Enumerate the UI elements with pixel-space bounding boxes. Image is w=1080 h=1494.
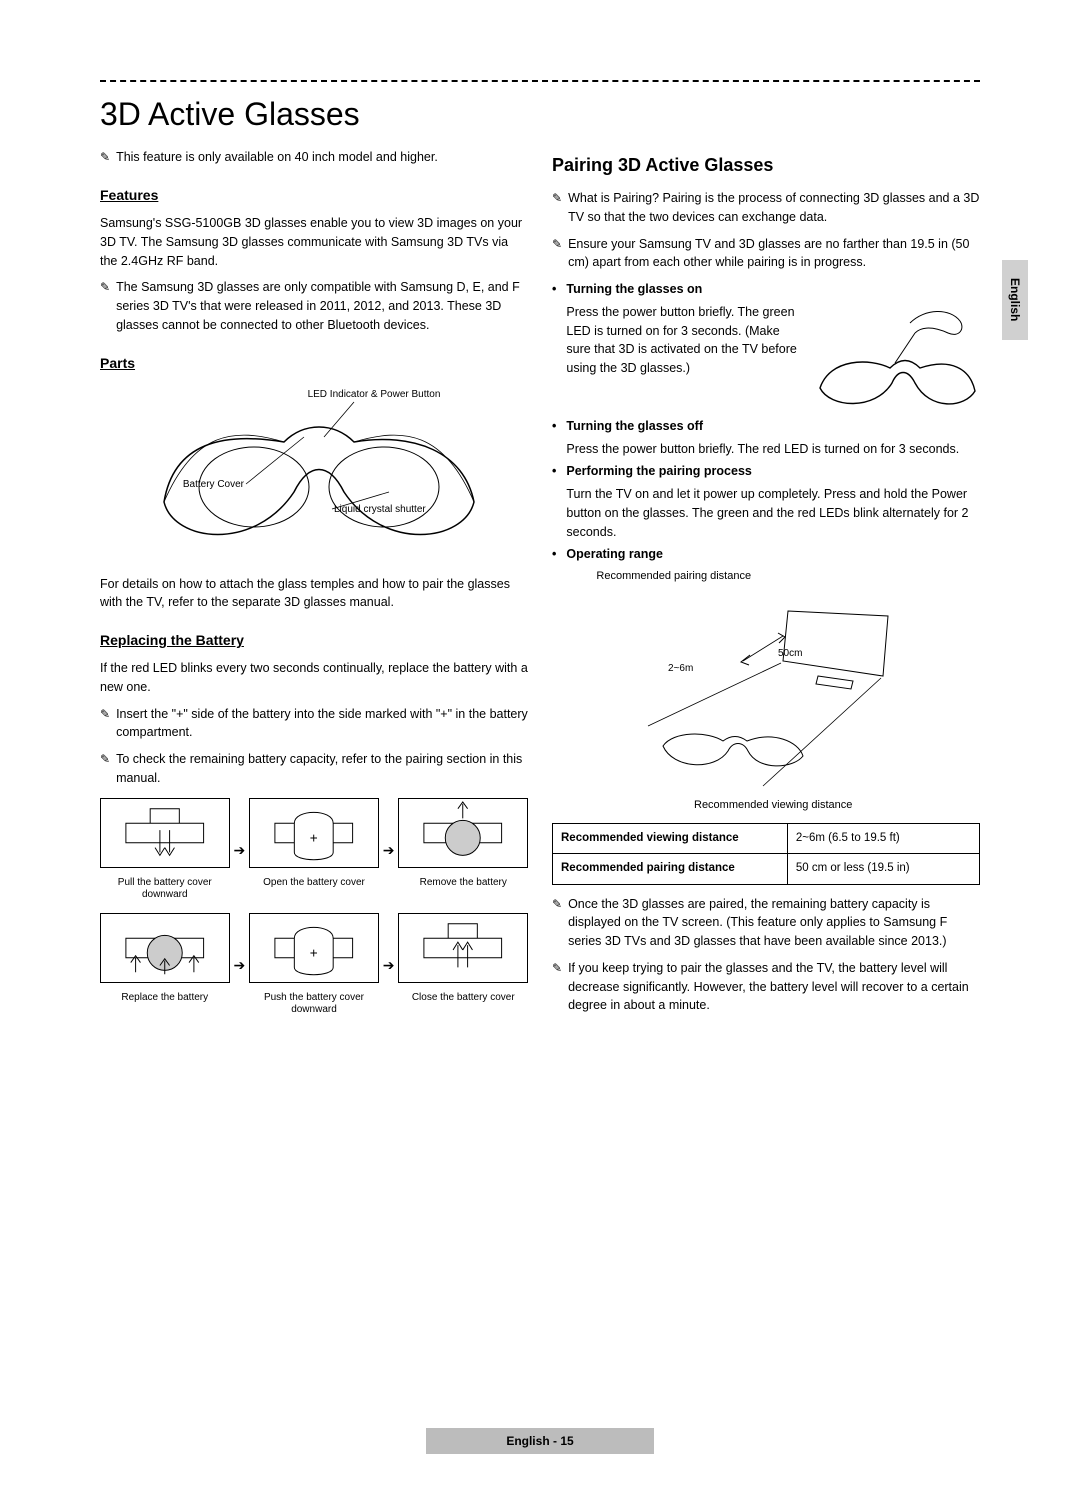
bullet-icon: • xyxy=(552,462,556,541)
two-column-layout: ✎ This feature is only available on 40 i… xyxy=(100,148,980,1023)
bullet-icon: • xyxy=(552,545,556,813)
battery-caption: Close the battery cover xyxy=(398,992,528,1018)
bullet-title: Turning the glasses on xyxy=(566,280,980,299)
svg-text:Liquid crystal shutter: Liquid crystal shutter xyxy=(334,504,426,515)
note-text: Once the 3D glasses are paired, the rema… xyxy=(568,895,980,951)
table-cell: Recommended pairing distance xyxy=(553,854,788,884)
operating-range-diagram: 50cm 2~6m xyxy=(623,591,923,791)
battery-caption: Pull the battery cover downward xyxy=(100,877,230,903)
svg-text:Battery Cover: Battery Cover xyxy=(183,479,245,490)
battery-step: Remove the battery xyxy=(398,798,528,903)
pairing-heading: Pairing 3D Active Glasses xyxy=(552,152,980,179)
parts-heading: Parts xyxy=(100,353,528,374)
parts-diagram: LED Indicator & Power Button Battery Cov… xyxy=(100,382,528,562)
battery-body: If the red LED blinks every two seconds … xyxy=(100,659,528,697)
footer-label: English - 15 xyxy=(426,1428,653,1454)
svg-text:+: + xyxy=(310,830,318,845)
table-cell: 50 cm or less (19.5 in) xyxy=(787,854,979,884)
note-icon: ✎ xyxy=(552,959,562,978)
note-icon: ✎ xyxy=(100,705,110,724)
note-icon: ✎ xyxy=(552,189,562,208)
svg-text:+: + xyxy=(310,945,318,960)
svg-text:LED Indicator & Power Button: LED Indicator & Power Button xyxy=(308,389,441,400)
battery-caption: Replace the battery xyxy=(100,992,230,1018)
parts-footnote: For details on how to attach the glass t… xyxy=(100,575,528,613)
distance-table: Recommended viewing distance 2~6m (6.5 t… xyxy=(552,823,980,885)
note-icon: ✎ xyxy=(100,750,110,769)
battery-caption: Remove the battery xyxy=(398,877,528,903)
battery-caption: Open the battery cover xyxy=(249,877,379,903)
battery-step-svg xyxy=(100,798,230,868)
bullet-title: Performing the pairing process xyxy=(566,462,980,481)
note-icon: ✎ xyxy=(100,148,110,167)
page-footer: English - 15 xyxy=(0,1428,1080,1454)
bullet-icon: • xyxy=(552,417,556,459)
glasses-hand-diagram xyxy=(810,303,980,413)
battery-step: Pull the battery cover downward xyxy=(100,798,230,903)
section-turn-on: • Turning the glasses on Press the power… xyxy=(552,280,980,413)
table-row: Recommended pairing distance 50 cm or le… xyxy=(553,854,980,884)
battery-steps-row-1: Pull the battery cover downward ➔ + Open… xyxy=(100,798,528,903)
battery-step-svg xyxy=(398,913,528,983)
range-caption-bottom: Recommended viewing distance xyxy=(566,797,980,814)
right-column: Pairing 3D Active Glasses ✎ What is Pair… xyxy=(552,148,980,1023)
range-caption-top: Recommended pairing distance xyxy=(596,568,980,585)
note-text: Ensure your Samsung TV and 3D glasses ar… xyxy=(568,235,980,273)
note-battery-polarity: ✎ Insert the "+" side of the battery int… xyxy=(100,705,528,743)
left-column: ✎ This feature is only available on 40 i… xyxy=(100,148,528,1023)
section-turn-off: • Turning the glasses off Press the powe… xyxy=(552,417,980,459)
page-title: 3D Active Glasses xyxy=(100,90,980,138)
note-battery-capacity: ✎ To check the remaining battery capacit… xyxy=(100,750,528,788)
note-text: If you keep trying to pair the glasses a… xyxy=(568,959,980,1015)
battery-caption: Push the battery cover downward xyxy=(249,992,379,1018)
note-icon: ✎ xyxy=(100,278,110,297)
note-icon: ✎ xyxy=(552,895,562,914)
bullet-title: Operating range xyxy=(566,545,980,564)
section-divider xyxy=(100,80,980,82)
arrow-icon: ➔ xyxy=(234,840,246,861)
arrow-icon: ➔ xyxy=(383,955,395,976)
battery-step: Close the battery cover xyxy=(398,913,528,1018)
svg-text:2~6m: 2~6m xyxy=(668,663,693,674)
bullet-body: Turn the TV on and let it power up compl… xyxy=(566,487,968,539)
features-heading: Features xyxy=(100,185,528,206)
battery-steps-row-2: Replace the battery ➔ + Push the battery… xyxy=(100,913,528,1018)
note-feature-availability: ✎ This feature is only available on 40 i… xyxy=(100,148,528,167)
table-row: Recommended viewing distance 2~6m (6.5 t… xyxy=(553,824,980,854)
note-text: This feature is only available on 40 inc… xyxy=(116,148,438,167)
language-tab: English xyxy=(1002,260,1028,340)
note-pairing-def: ✎ What is Pairing? Pairing is the proces… xyxy=(552,189,980,227)
note-icon: ✎ xyxy=(552,235,562,254)
battery-heading: Replacing the Battery xyxy=(100,630,528,651)
battery-step-svg: + xyxy=(249,913,379,983)
bullet-body: Press the power button briefly. The gree… xyxy=(566,305,796,375)
note-paired-capacity: ✎ Once the 3D glasses are paired, the re… xyxy=(552,895,980,951)
battery-step-svg: + xyxy=(249,798,379,868)
section-pairing-process: • Performing the pairing process Turn th… xyxy=(552,462,980,541)
note-pairing-distance: ✎ Ensure your Samsung TV and 3D glasses … xyxy=(552,235,980,273)
table-cell: Recommended viewing distance xyxy=(553,824,788,854)
note-text: To check the remaining battery capacity,… xyxy=(116,750,528,788)
features-body: Samsung's SSG-5100GB 3D glasses enable y… xyxy=(100,214,528,270)
battery-step-svg xyxy=(100,913,230,983)
note-compatibility: ✎ The Samsung 3D glasses are only compat… xyxy=(100,278,528,334)
section-operating-range: • Operating range Recommended pairing di… xyxy=(552,545,980,813)
note-battery-recovery: ✎ If you keep trying to pair the glasses… xyxy=(552,959,980,1015)
battery-step: Replace the battery xyxy=(100,913,230,1018)
bullet-title: Turning the glasses off xyxy=(566,417,980,436)
note-text: What is Pairing? Pairing is the process … xyxy=(568,189,980,227)
arrow-icon: ➔ xyxy=(234,955,246,976)
arrow-icon: ➔ xyxy=(383,840,395,861)
note-text: The Samsung 3D glasses are only compatib… xyxy=(116,278,528,334)
battery-step: + Open the battery cover xyxy=(249,798,379,903)
bullet-body: Press the power button briefly. The red … xyxy=(566,442,959,456)
battery-step-svg xyxy=(398,798,528,868)
table-cell: 2~6m (6.5 to 19.5 ft) xyxy=(787,824,979,854)
bullet-icon: • xyxy=(552,280,556,413)
svg-text:50cm: 50cm xyxy=(778,648,802,659)
note-text: Insert the "+" side of the battery into … xyxy=(116,705,528,743)
battery-step: + Push the battery cover downward xyxy=(249,913,379,1018)
